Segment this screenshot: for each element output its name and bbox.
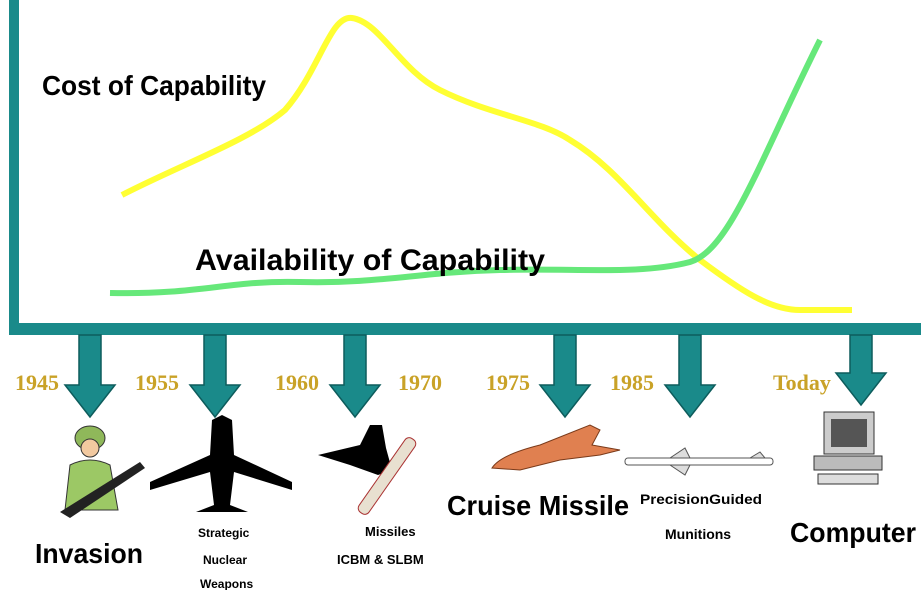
computer-icon bbox=[814, 412, 882, 484]
availability-label: Availability of Capability bbox=[195, 244, 545, 277]
submarine-icon bbox=[318, 425, 418, 516]
caption: Strategic bbox=[198, 526, 250, 540]
soldier-icon bbox=[60, 426, 145, 518]
caption: Cruise Missile bbox=[447, 490, 629, 521]
year: 1985 bbox=[610, 370, 654, 395]
bomber-icon bbox=[150, 415, 292, 512]
cruise-missile-icon bbox=[492, 425, 620, 470]
caption: Computer bbox=[790, 517, 916, 548]
munition-icon bbox=[625, 448, 773, 475]
diagram: Cost of Capability Availability of Capab… bbox=[0, 0, 921, 590]
year: Today bbox=[773, 370, 831, 395]
vertical-axis bbox=[9, 0, 19, 335]
year: 1945 bbox=[15, 370, 59, 395]
year: 1975 bbox=[486, 370, 530, 395]
arrows bbox=[65, 335, 886, 417]
caption: Munitions bbox=[665, 526, 731, 542]
caption: Missiles bbox=[365, 524, 416, 539]
year: 1970 bbox=[398, 370, 442, 395]
caption: ICBM & SLBM bbox=[337, 552, 424, 567]
caption: Weapons bbox=[200, 577, 253, 590]
year: 1955 bbox=[135, 370, 179, 395]
cost-label: Cost of Capability bbox=[42, 70, 266, 101]
caption: Nuclear bbox=[203, 553, 247, 567]
year: 1960 bbox=[275, 370, 319, 395]
timeline-bar bbox=[9, 323, 921, 335]
caption: PrecisionGuided bbox=[640, 491, 762, 507]
caption: Invasion bbox=[35, 538, 143, 569]
